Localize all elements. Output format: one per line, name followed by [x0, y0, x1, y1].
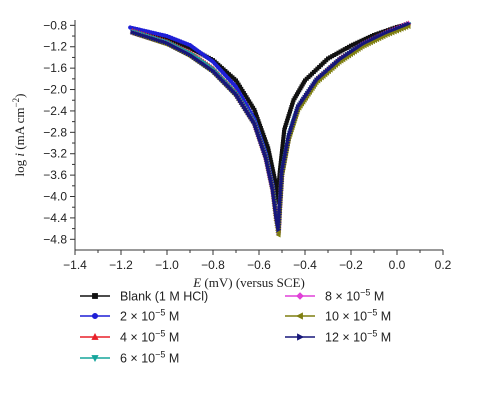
data-point — [404, 22, 410, 28]
y-tick-label: −4.4 — [43, 211, 67, 225]
y-tick-label: −2.0 — [43, 83, 67, 97]
data-point — [151, 36, 157, 42]
data-point — [383, 30, 389, 36]
data-point — [139, 32, 145, 38]
data-point — [135, 31, 140, 37]
data-point — [137, 31, 143, 37]
series-line — [132, 22, 409, 230]
legend-label: 6 × 10−5 M — [120, 350, 179, 366]
data-point — [160, 39, 166, 45]
legend-label: Blank (1 M HCl) — [120, 290, 208, 304]
legend-label: 8 × 10−5 M — [325, 288, 384, 304]
y-tick-label: −3.2 — [43, 147, 67, 161]
series-line — [132, 22, 409, 233]
data-point — [385, 29, 391, 35]
legend-entry: Blank (1 M HCl) — [80, 290, 208, 304]
y-tick-label: −3.6 — [43, 168, 67, 182]
y-tick-label: −1.6 — [43, 61, 67, 75]
data-point — [394, 25, 400, 31]
x-tick-label: 0.0 — [389, 258, 406, 272]
data-point — [130, 29, 136, 35]
legend-swatch-marker — [91, 312, 99, 320]
data-point — [399, 23, 405, 30]
series-line — [132, 23, 409, 232]
legend-entry: 4 × 10−5 M — [80, 329, 179, 345]
legend-swatch-marker — [92, 293, 98, 299]
legend-swatch-marker — [295, 312, 303, 320]
y-tick-label: −2.8 — [43, 125, 67, 139]
x-axis-title: E (mV) (versus SCE) — [192, 275, 305, 290]
legend-label: 4 × 10−5 M — [120, 329, 179, 345]
data-point — [406, 21, 412, 27]
y-tick-label: −1.2 — [43, 40, 67, 54]
series-line — [130, 23, 409, 235]
data-point — [146, 34, 152, 40]
x-tick-label: −0.8 — [201, 258, 225, 272]
x-tick-label: −1.2 — [109, 258, 133, 272]
series-line — [132, 22, 409, 229]
series-4 — [129, 21, 412, 236]
data-point — [132, 30, 138, 36]
x-tick-label: 0.2 — [435, 258, 452, 272]
legend-entry: 10 × 10−5 M — [285, 308, 391, 324]
x-tick-label: −0.4 — [293, 258, 317, 272]
legend-swatch-marker — [296, 292, 304, 300]
y-tick-label: −4.8 — [43, 232, 67, 246]
legend-entry: 6 × 10−5 M — [80, 350, 179, 366]
data-point — [158, 38, 163, 44]
data-point — [142, 33, 147, 39]
data-point — [155, 37, 161, 43]
data-point — [144, 34, 150, 40]
series-layer — [128, 20, 412, 238]
y-tick-label: −0.8 — [43, 18, 67, 32]
series-1 — [128, 22, 411, 237]
data-point — [405, 23, 411, 29]
legend-swatch-marker — [297, 333, 305, 341]
x-tick-label: −1.4 — [63, 258, 87, 272]
data-point — [392, 26, 398, 32]
series-6 — [130, 21, 412, 233]
series-line — [132, 25, 409, 236]
data-point — [153, 36, 159, 42]
data-point — [401, 23, 407, 29]
data-point — [390, 27, 396, 33]
x-tick-label: −0.6 — [247, 258, 271, 272]
legend-label: 2 × 10−5 M — [120, 308, 179, 324]
legend-swatch-marker — [91, 355, 99, 363]
data-point — [397, 24, 403, 30]
axes-layer: −1.4 −1.2 −1.0 −0.8 −0.6 −0.4 −0.2 0.0 0.2 −0.8 −1… — [43, 18, 451, 272]
series-2 — [129, 20, 412, 231]
data-point — [148, 35, 154, 41]
legend-entry: 2 × 10−5 M — [80, 308, 179, 324]
series-5 — [129, 23, 411, 238]
legend: Blank (1 M HCl) 2 × 10−5 M 4 × 10−5 M 6 × 1… — [80, 288, 391, 366]
legend-label: 12 × 10−5 M — [325, 329, 391, 345]
legend-swatch-marker — [91, 332, 99, 340]
x-tick-label: −1.0 — [155, 258, 179, 272]
data-point — [388, 28, 393, 34]
legend-entry: 8 × 10−5 M — [285, 288, 384, 304]
x-tick-label: −0.2 — [339, 258, 363, 272]
y-axis-title: log i (mA cm−2) — [11, 94, 27, 177]
legend-entry: 12 × 10−5 M — [285, 329, 391, 345]
data-point — [162, 39, 168, 45]
legend-label: 10 × 10−5 M — [325, 308, 391, 324]
series-3 — [129, 22, 412, 235]
y-tick-label: −2.4 — [43, 104, 67, 118]
y-tick-label: −4.0 — [43, 190, 67, 204]
